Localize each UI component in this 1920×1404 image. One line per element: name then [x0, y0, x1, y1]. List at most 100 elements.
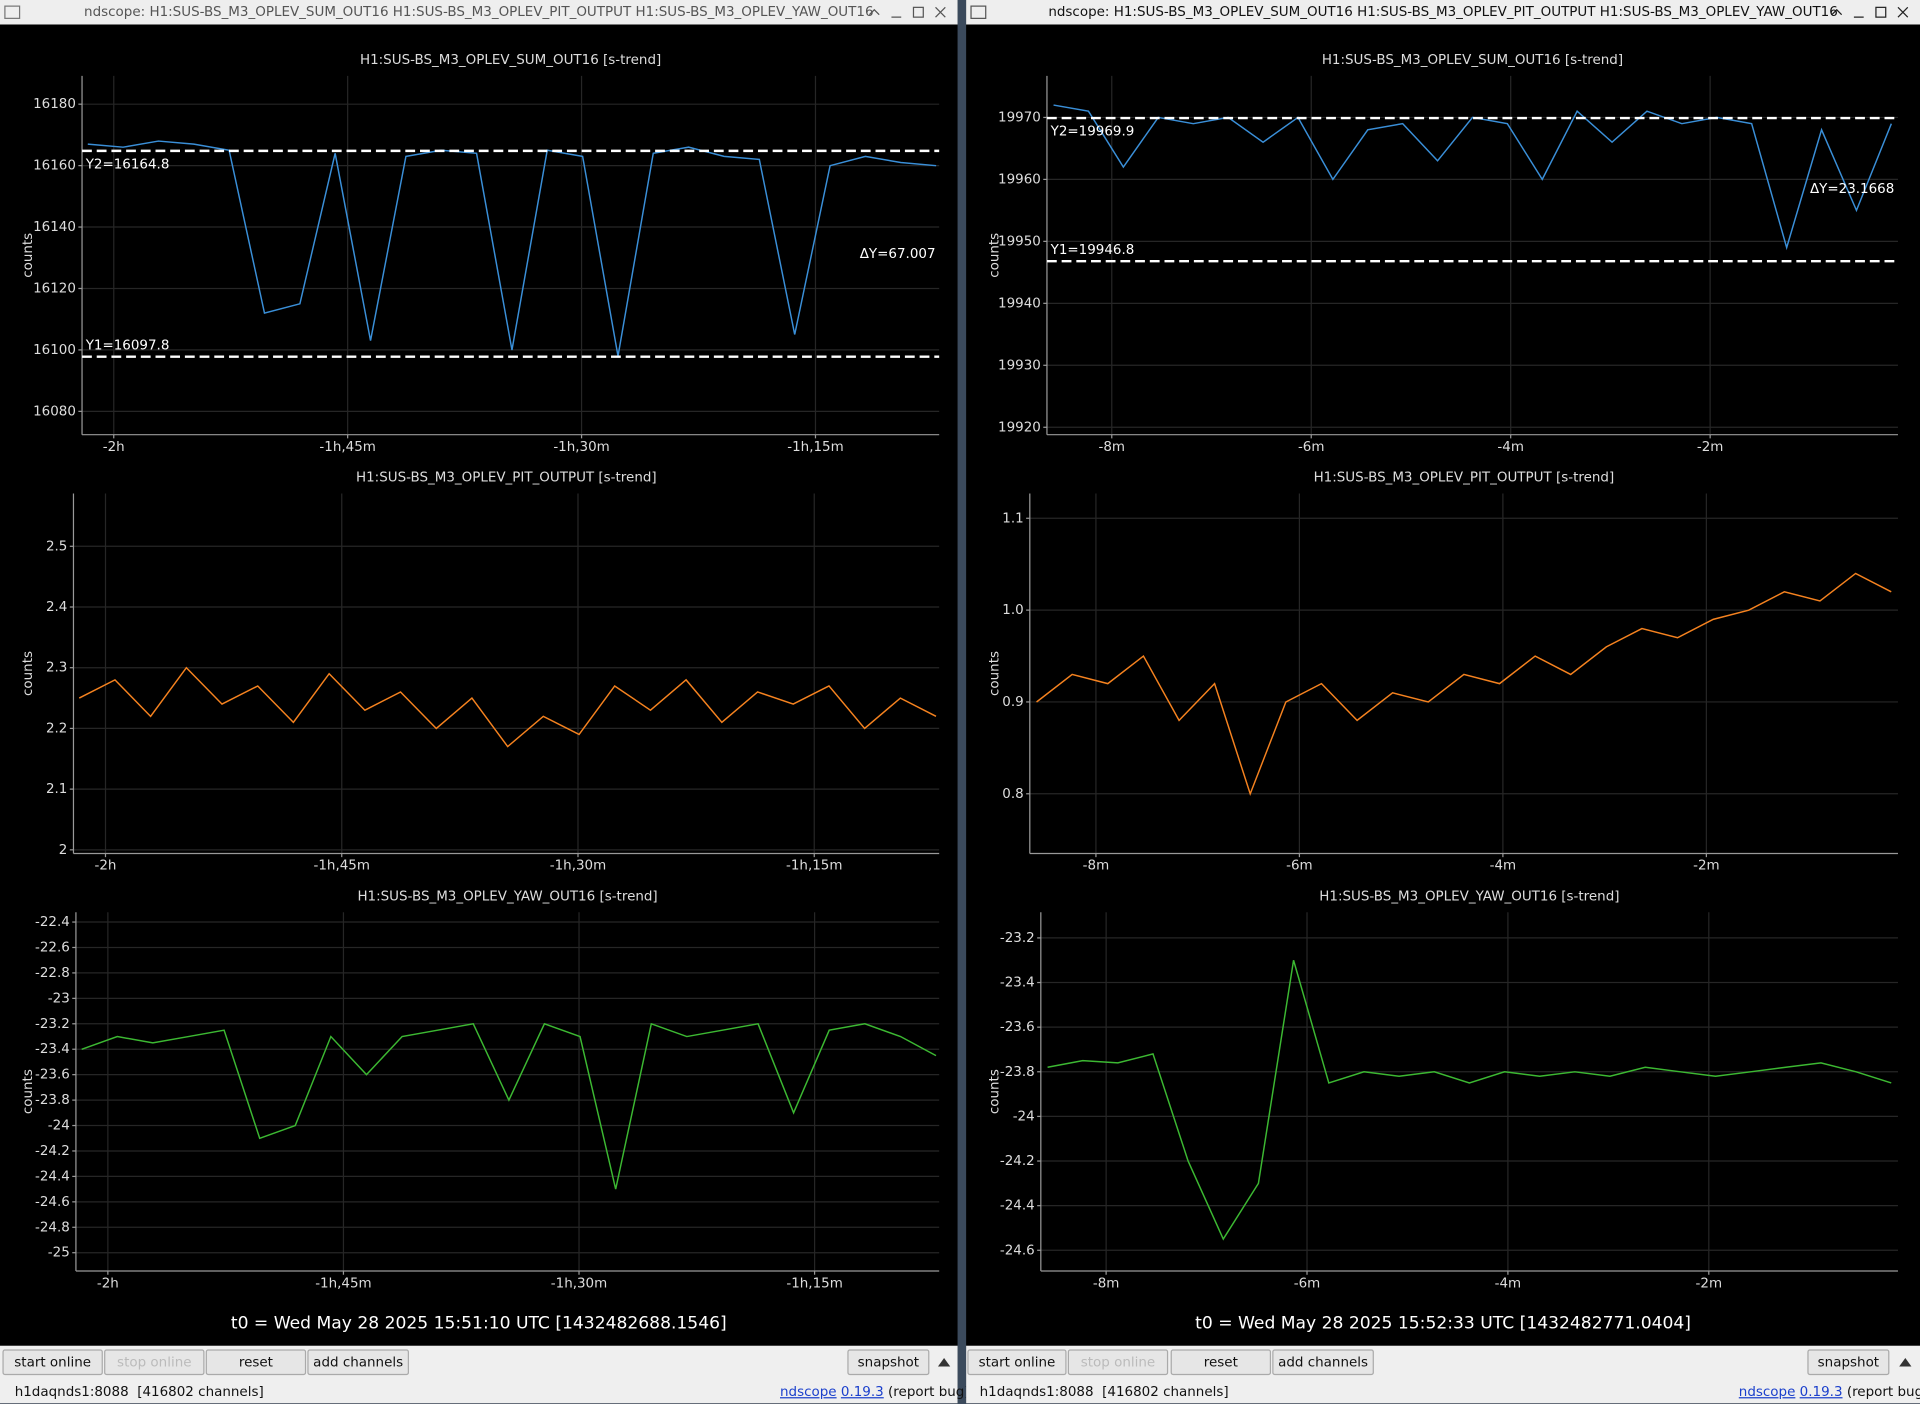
y-tick-label: 19940: [998, 296, 1041, 311]
y-tick-label: -24.2: [35, 1144, 70, 1159]
plot-title: H1:SUS-BS_M3_OPLEV_YAW_OUT16 [s-trend]: [357, 889, 657, 904]
link[interactable]: ndscope: [1738, 1383, 1796, 1400]
link[interactable]: (report bug): [1846, 1383, 1920, 1400]
x-tick-label: -8m: [1083, 859, 1110, 874]
x-tick-label: -1h,30m: [553, 440, 609, 455]
y-tick-label: -23.2: [1000, 931, 1035, 946]
button[interactable]: snapshot: [847, 1349, 930, 1376]
y-tick-label: -23.6: [35, 1068, 70, 1083]
y-tick-label: 19930: [998, 358, 1041, 373]
x-tick-label: -4m: [1490, 859, 1517, 874]
title-bar: ndscope: H1:SUS-BS_M3_OPLEV_SUM_OUT16 H1…: [0, 0, 958, 25]
button: stop online: [1067, 1349, 1169, 1376]
x-tick-label: -2m: [1697, 440, 1724, 455]
y-tick-label: 2.1: [46, 782, 67, 797]
button[interactable]: start online: [2, 1349, 103, 1376]
x-tick-label: -1h,30m: [551, 1276, 607, 1291]
button: stop online: [104, 1349, 205, 1376]
x-tick-label: -1h,45m: [314, 859, 370, 874]
x-tick-label: -2h: [95, 859, 117, 874]
version-info: ndscope 0.19.3 (report bug): [780, 1384, 970, 1400]
button[interactable]: reset: [1170, 1349, 1272, 1376]
y-tick-label: 19970: [998, 110, 1041, 125]
plot-title: H1:SUS-BS_M3_OPLEV_YAW_OUT16 [s-trend]: [1319, 889, 1619, 904]
y-axis-label: counts: [21, 1069, 36, 1114]
button[interactable]: snapshot: [1807, 1349, 1890, 1376]
x-tick-label: -1h,45m: [319, 440, 375, 455]
app-icon: [4, 5, 21, 19]
y-tick-label: 2.3: [46, 661, 67, 676]
version-info: ndscope 0.19.3 (report bug): [1739, 1384, 1920, 1400]
y-tick-label: 16140: [33, 220, 76, 235]
y-tick-label: 1.1: [1002, 511, 1023, 526]
y-tick-label: 2.5: [46, 539, 67, 554]
t0-label: t0 = Wed May 28 2025 15:52:33 UTC [14324…: [1195, 1314, 1691, 1334]
button[interactable]: add channels: [1272, 1349, 1374, 1376]
y-tick-label: 19920: [998, 420, 1041, 435]
link[interactable]: 0.19.3: [1799, 1383, 1843, 1400]
y-tick-label: -23.4: [35, 1042, 70, 1057]
x-tick-label: -1h,30m: [550, 859, 606, 874]
x-tick-label: -6m: [1298, 440, 1325, 455]
cursor-delta: ΔY=23.1668: [1810, 182, 1894, 197]
y-tick-label: 0.9: [1002, 695, 1023, 710]
x-tick-label: -1h,15m: [786, 859, 842, 874]
cursor-delta: ΔY=67.007: [860, 247, 936, 262]
y-tick-label: 16160: [33, 159, 76, 174]
trace: [87, 140, 937, 357]
window-title: ndscope: H1:SUS-BS_M3_OPLEV_SUM_OUT16 H1…: [84, 3, 874, 20]
link[interactable]: 0.19.3: [840, 1383, 884, 1400]
y-tick-label: 16080: [33, 404, 76, 419]
plot-title: H1:SUS-BS_M3_OPLEV_PIT_OUTPUT [s-trend]: [1314, 471, 1615, 486]
button[interactable]: reset: [205, 1349, 307, 1376]
expand-button[interactable]: [1898, 1354, 1913, 1369]
status-text: h1daqnds1:8088 [416802 channels]: [14, 1383, 264, 1400]
y-axis-label: counts: [987, 233, 1002, 278]
x-tick-label: -8m: [1093, 1276, 1120, 1291]
y-tick-label: 16100: [33, 343, 76, 358]
y-tick-label: -23: [48, 991, 70, 1006]
expand-button[interactable]: [937, 1354, 952, 1369]
y-axis-label: counts: [21, 651, 36, 696]
y-tick-label: -23.8: [35, 1093, 70, 1108]
y-tick-label: 16120: [33, 281, 76, 296]
plot-title: H1:SUS-BS_M3_OPLEV_SUM_OUT16 [s-trend]: [1322, 53, 1623, 68]
y-tick-label: -22.4: [35, 915, 70, 930]
link[interactable]: ndscope: [780, 1383, 837, 1400]
y-tick-label: -24.8: [35, 1220, 70, 1235]
x-tick-label: -4m: [1497, 440, 1524, 455]
x-tick-label: -2h: [103, 440, 125, 455]
y-tick-label: -24.6: [35, 1195, 70, 1210]
button[interactable]: start online: [967, 1349, 1067, 1376]
y-tick-label: -24.4: [1000, 1199, 1035, 1214]
y-tick-label: -23.8: [1000, 1065, 1035, 1080]
trace: [1053, 104, 1893, 251]
status-text: h1daqnds1:8088 [416802 channels]: [979, 1383, 1229, 1400]
link[interactable]: (report bug): [888, 1383, 970, 1400]
button[interactable]: add channels: [307, 1349, 409, 1376]
y-tick-label: -24.6: [1000, 1243, 1035, 1258]
toolbar: start online stop online reset add chann…: [0, 1345, 970, 1404]
x-tick-label: -1h,15m: [787, 440, 843, 455]
plot-title: H1:SUS-BS_M3_OPLEV_SUM_OUT16 [s-trend]: [360, 53, 661, 68]
y-tick-label: 16180: [33, 97, 76, 112]
y-tick-label: 19960: [998, 172, 1041, 187]
trace: [1047, 960, 1892, 1241]
window-controls[interactable]: [1829, 4, 1915, 21]
y-tick-label: 2: [59, 843, 68, 858]
app-icon: [970, 5, 987, 19]
cursor-label: Y1=16097.8: [85, 339, 170, 354]
trace: [78, 666, 937, 748]
y-tick-label: -23.2: [35, 1017, 70, 1032]
plot-area: t0 = Wed May 28 2025 15:51:10 UTC [14324…: [21, 53, 1898, 1334]
x-tick-label: -6m: [1294, 1276, 1321, 1291]
y-tick-label: -24: [1013, 1109, 1035, 1124]
y-tick-label: -23.6: [1000, 1020, 1035, 1035]
window-controls[interactable]: [867, 4, 953, 21]
x-tick-label: -2m: [1696, 1276, 1723, 1291]
toolbar: start online stop online reset add chann…: [966, 1345, 1920, 1404]
plot-title: H1:SUS-BS_M3_OPLEV_PIT_OUTPUT [s-trend]: [356, 471, 657, 486]
y-tick-label: -24.4: [35, 1169, 70, 1184]
y-tick-label: -22.8: [35, 966, 70, 981]
